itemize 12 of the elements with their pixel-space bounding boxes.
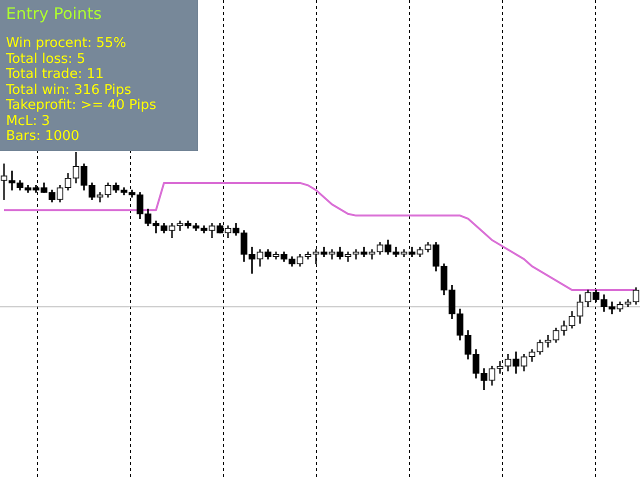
candlestick — [0, 164, 8, 200]
candlestick — [496, 361, 504, 374]
text: Bars: 1000 — [6, 128, 80, 144]
text: Total win: 316 Pips — [6, 82, 132, 98]
candlestick — [312, 249, 320, 264]
text: Total loss: 5 — [6, 50, 86, 67]
chart-title: Entry Points — [6, 4, 103, 24]
text: Total trade: 11 — [6, 66, 105, 82]
text: Takeprofit: >= 40 Pips — [6, 97, 158, 114]
text: Win procent: 55% — [6, 35, 128, 52]
text: McL: 3 — [6, 112, 52, 129]
candlestick — [544, 334, 552, 348]
